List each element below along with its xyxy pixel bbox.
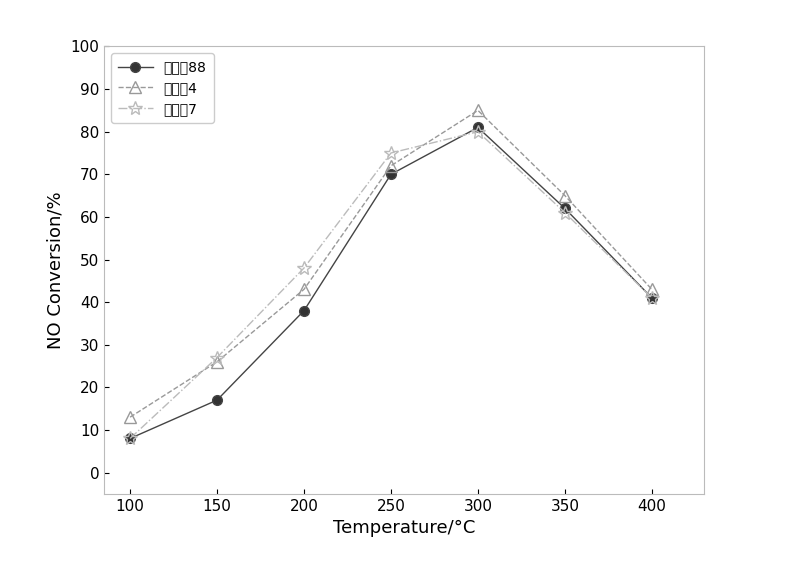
催化劘7	[126, 435, 135, 442]
催化劉88	[386, 171, 396, 178]
催化劉88	[299, 307, 309, 314]
催化劉88	[560, 205, 570, 212]
Line: 催化劘7: 催化劘7	[123, 125, 658, 446]
催化劉88	[212, 397, 222, 404]
Line: 催化劉88: 催化劉88	[126, 123, 657, 443]
Line: 催化劘4: 催化劘4	[125, 105, 658, 423]
催化劘7	[212, 354, 222, 361]
催化劘4	[473, 107, 482, 114]
催化劘7	[560, 209, 570, 216]
催化劘7	[647, 295, 657, 302]
催化劘4	[299, 286, 309, 293]
Y-axis label: NO Conversion/%: NO Conversion/%	[46, 191, 65, 349]
催化劘4	[212, 358, 222, 365]
催化劘7	[386, 149, 396, 156]
催化劉88	[647, 295, 657, 302]
催化劘4	[560, 192, 570, 199]
催化劘4	[126, 414, 135, 421]
催化劉88	[473, 124, 482, 131]
催化劘4	[647, 286, 657, 293]
催化劘7	[473, 128, 482, 135]
X-axis label: Temperature/°C: Temperature/°C	[333, 519, 475, 537]
催化劘4	[386, 162, 396, 169]
Legend: 催化劉88, 催化劘4, 催化劘7: 催化劉88, 催化劘4, 催化劘7	[111, 53, 214, 123]
催化劘7	[299, 264, 309, 271]
催化劉88	[126, 435, 135, 442]
